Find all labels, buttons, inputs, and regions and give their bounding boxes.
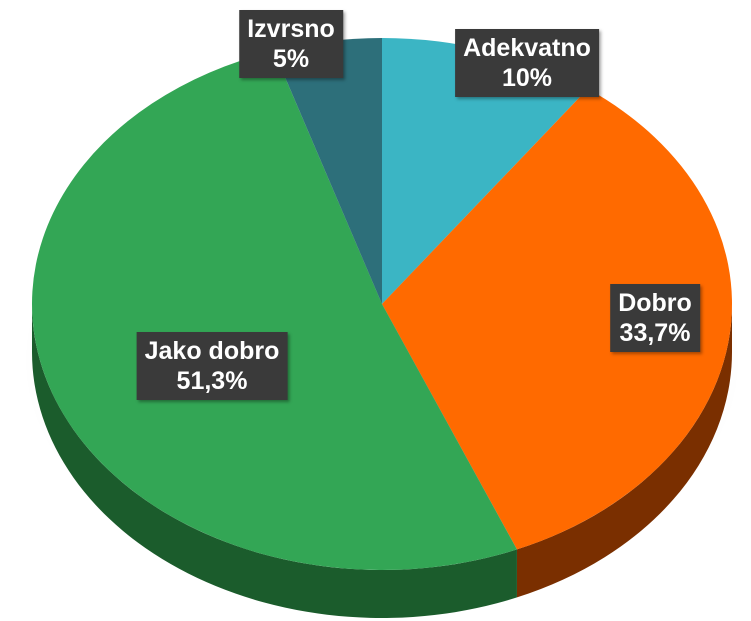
pie-slice-adekvatno [382,38,588,304]
pie-slice-izvrsno [273,38,382,304]
slice-label-jako-dobro: Jako dobro 51,3% [136,332,288,400]
pie-side-dobro [516,304,732,598]
slice-category-label: Dobro [618,289,692,317]
slice-label-izvrsno: Izvrsno 5% [239,10,343,78]
slice-category-label: Jako dobro [144,337,280,365]
slice-category-label: Izvrsno [247,15,335,43]
slice-value-label: 10% [501,64,553,92]
pie-side-jako-dobro [32,304,517,619]
pie-slice-jako-dobro [32,51,517,570]
slice-category-label: Adekvatno [463,34,591,62]
slice-label-dobro: Dobro 33,7% [610,284,700,352]
slice-label-adekvatno: Adekvatno 10% [455,29,599,97]
pie-slice-dobro [382,88,733,550]
slice-value-label: 5% [272,45,310,73]
slice-value-label: 33,7% [619,319,691,347]
slice-value-label: 51,3% [176,367,248,395]
